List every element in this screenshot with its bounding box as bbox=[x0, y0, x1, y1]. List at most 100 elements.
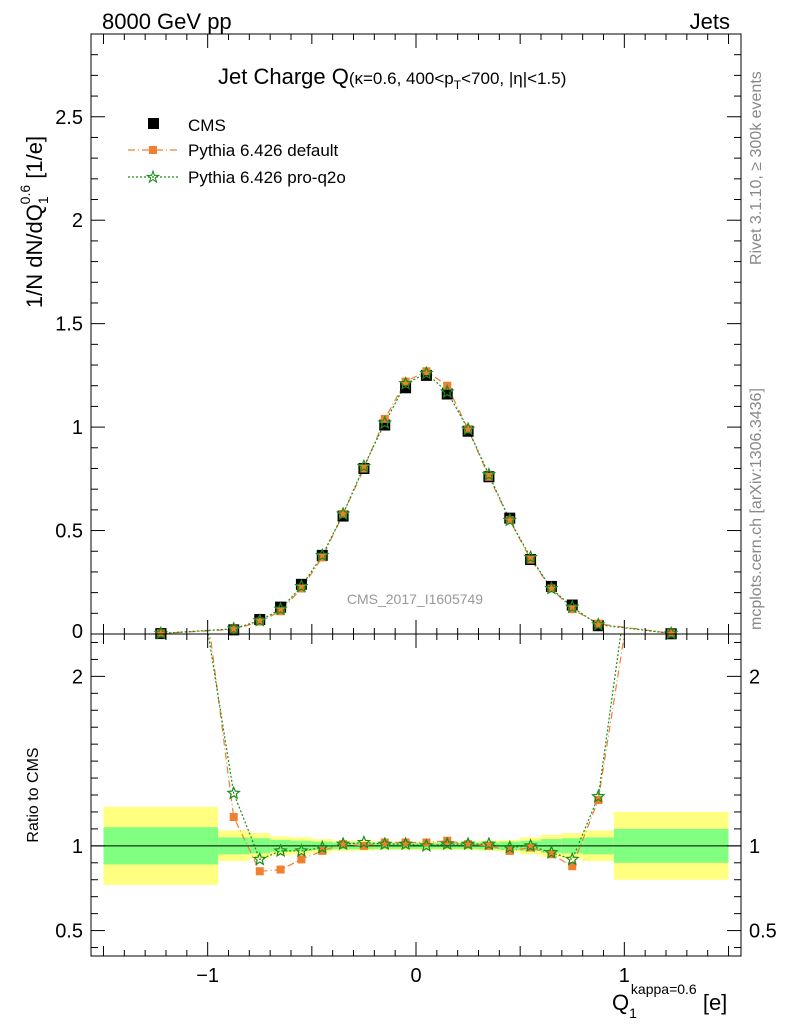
default-point bbox=[422, 367, 431, 376]
proq2o-point bbox=[460, 421, 476, 436]
cms-point bbox=[400, 382, 412, 394]
mcplots-label: mcplots.cern.ch [arXiv:1306.3436] bbox=[748, 388, 765, 630]
proq2o-ratio-point bbox=[398, 836, 413, 851]
plot-title-main: Jet Charge Q bbox=[218, 64, 349, 89]
ratio-panel-curves bbox=[207, 634, 626, 876]
y-tick-label-zero: 0 bbox=[72, 621, 83, 643]
default-ratio-point bbox=[339, 840, 348, 849]
proq2o-point bbox=[314, 547, 330, 562]
proq2o-ratio-point bbox=[252, 851, 268, 866]
proq2o-ratio-point bbox=[377, 836, 393, 851]
proq2o-ratio-point bbox=[591, 789, 606, 803]
proq2o-ratio-point bbox=[294, 843, 309, 858]
legend-cms-label: CMS bbox=[188, 116, 226, 135]
plot-title-detail: (κ=0.6, 400<p bbox=[349, 69, 454, 88]
default-ratio-point bbox=[276, 865, 285, 874]
proq2o-point bbox=[440, 384, 455, 399]
plot-title-sub: T bbox=[454, 78, 462, 92]
default-ratio-point bbox=[401, 838, 410, 847]
ratio-tick-label-left: 1 bbox=[72, 836, 83, 858]
default-ratio-point bbox=[297, 855, 306, 864]
ratio-line-default bbox=[209, 634, 626, 872]
default-ratio-point bbox=[484, 841, 493, 850]
ratio-panel-frame bbox=[90, 633, 742, 957]
proq2o-ratio-point bbox=[439, 836, 455, 851]
uncertainty-bands bbox=[91, 806, 741, 885]
proq2o-ratio-point bbox=[523, 838, 538, 852]
default-ratio-point bbox=[255, 867, 264, 876]
default-ratio-point bbox=[229, 813, 238, 822]
ratio-line-proq2o bbox=[207, 634, 622, 861]
proq2o-ratio-point bbox=[419, 838, 434, 852]
proq2o-point bbox=[356, 458, 372, 473]
proq2o-point bbox=[294, 578, 309, 593]
header-energy-label: 8000 GeV pp bbox=[102, 9, 232, 34]
default-ratio-point bbox=[464, 840, 473, 849]
cms-point bbox=[275, 601, 287, 613]
proq2o-ratio-point bbox=[481, 836, 497, 851]
plot-title: Jet Charge Q(κ=0.6, 400<pT<700, |η|<1.5) bbox=[218, 64, 566, 92]
default-point bbox=[464, 425, 473, 434]
proq2o-point bbox=[252, 613, 268, 627]
x-tick-label: 1 bbox=[619, 965, 630, 987]
default-ratio-point bbox=[422, 838, 431, 847]
default-point bbox=[505, 516, 514, 525]
x-tick-label: 0 bbox=[410, 965, 421, 987]
cms-point bbox=[566, 599, 578, 611]
ratio-tick-label-left: 2 bbox=[72, 666, 83, 688]
ratio-tick-label-right: 2 bbox=[749, 666, 760, 688]
default-point bbox=[229, 625, 238, 634]
y-tick-label: 0.5 bbox=[55, 521, 83, 543]
default-ratio-point bbox=[568, 862, 577, 871]
proq2o-point bbox=[398, 376, 413, 390]
proq2o-point bbox=[664, 625, 679, 640]
legend-proq2o-label: Pythia 6.426 pro-q2o bbox=[188, 168, 346, 187]
default-point bbox=[380, 414, 389, 423]
proq2o-point bbox=[481, 467, 497, 481]
y-tick-label: 1.5 bbox=[55, 314, 83, 336]
legend-proq2o-marker: ★ bbox=[146, 169, 159, 186]
proq2o-point bbox=[544, 580, 559, 595]
proq2o-point bbox=[591, 617, 606, 631]
default-point bbox=[594, 619, 603, 628]
default-point bbox=[547, 584, 556, 593]
y-tick-label: 1 bbox=[72, 417, 83, 439]
cms-point bbox=[379, 419, 391, 431]
proq2o-ratio-point bbox=[226, 785, 241, 800]
x-axis-title: Q1kappa=0.6 [e] bbox=[612, 981, 727, 1021]
legend-default-label: Pythia 6.426 default bbox=[188, 141, 339, 160]
proq2o-point bbox=[564, 599, 580, 614]
y-tick-label: 2 bbox=[72, 210, 83, 232]
y-axis-title-ratio: Ratio to CMS bbox=[25, 747, 42, 842]
default-ratio-point bbox=[526, 843, 535, 852]
proq2o-point bbox=[273, 601, 288, 616]
plot-title-detail-end: <700, |η|<1.5) bbox=[461, 69, 566, 88]
y-tick-label: 2.5 bbox=[55, 107, 83, 129]
default-point bbox=[156, 629, 165, 638]
proq2o-ratio-point bbox=[544, 845, 559, 859]
proq2o-ratio-point bbox=[460, 836, 476, 851]
default-point bbox=[339, 510, 348, 518]
cms-point bbox=[295, 578, 307, 590]
ratio-tick-label-right: 1 bbox=[749, 836, 760, 858]
default-point bbox=[401, 377, 410, 386]
default-point bbox=[667, 629, 676, 638]
proq2o-ratio-point bbox=[335, 836, 351, 851]
default-point bbox=[255, 617, 264, 626]
proq2o-ratio-point bbox=[502, 839, 518, 854]
proq2o-ratio-point bbox=[356, 834, 372, 849]
ratio-tick-label-left: 0.5 bbox=[55, 921, 83, 943]
y-axis-title-main: 1/N dN/dQ10.6 [1/e] bbox=[17, 136, 51, 308]
proq2o-point bbox=[153, 625, 168, 640]
analysis-watermark: CMS_2017_I1605749 bbox=[347, 591, 483, 607]
header-jets-label: Jets bbox=[690, 9, 730, 34]
default-ratio-point bbox=[443, 836, 452, 845]
x-tick-label: −1 bbox=[196, 965, 219, 987]
rivet-version-label: Rivet 3.1.10, ≥ 300k events bbox=[748, 71, 765, 265]
proq2o-point bbox=[419, 365, 434, 380]
proq2o-ratio-point bbox=[564, 851, 580, 866]
legend-default-marker bbox=[149, 146, 157, 154]
legend-cms-marker bbox=[148, 118, 159, 129]
default-ratio-point bbox=[380, 838, 389, 847]
